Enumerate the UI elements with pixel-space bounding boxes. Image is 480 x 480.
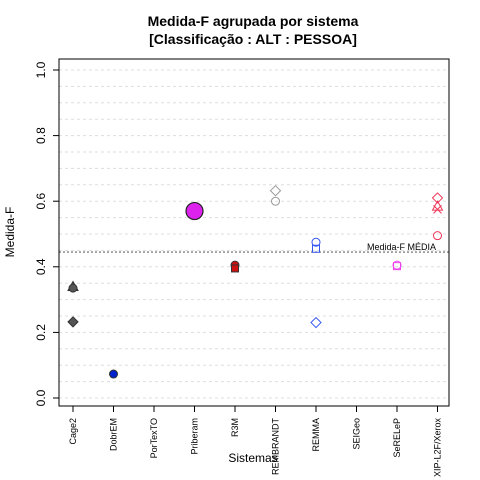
y-tick-label: 0.0 [34,389,48,406]
points-layer [67,184,444,379]
data-point [271,196,280,206]
x-tick-label: Cage2 [68,418,78,445]
data-point-stroke [433,205,442,214]
x-tick-label: PorTexTO [149,418,159,458]
data-point [269,184,282,197]
reference-layer: Medida-F MÉDIA [59,242,449,253]
x-axis: Cage2 DobrEM PorTexTO Priberam R3M REMBRANDT R… [68,406,443,477]
x-tick-label: XIP-L2F/Xerox [433,418,443,478]
data-point [433,205,442,214]
y-tick-label: 0.6 [34,193,48,210]
plot-frame [58,58,450,407]
data-point [231,264,239,273]
data-point [433,231,442,241]
data-point [310,316,322,329]
data-point [68,283,78,293]
x-tick-label: Priberam [190,418,200,455]
data-point [67,316,79,328]
x-tick-label: SeRELeP [392,418,402,458]
x-axis-label: Sistemas [228,451,277,465]
data-point [109,369,118,379]
y-tick-label: 0.4 [34,258,48,275]
x-tick-label: R3M [230,418,240,437]
x-tick-label: SEIGeo [352,418,362,450]
grid-layer [59,69,449,399]
data-point [312,244,320,253]
y-axis-label: Medida-F [3,207,17,258]
y-tick-label: 1.0 [34,61,48,78]
data-point [431,192,444,204]
data-point [393,262,401,271]
x-tick-label: DobrEM [109,418,119,451]
data-point [431,200,444,211]
x-tick-label: REMBRANDT [271,418,281,476]
data-point [185,201,204,221]
data-point [311,237,321,247]
chart-title: Medida-F agrupada por sistema [148,13,359,29]
chart-subtitle: [Classificação : ALT : PESSOA] [149,31,357,47]
y-axis: 0.0 0.2 0.4 0.6 0.8 1.0 [34,61,59,406]
mean-reference-label: Medida-F MÉDIA [367,242,436,252]
y-tick-label: 0.2 [34,324,48,341]
x-tick-label: REMMA [311,418,321,452]
y-tick-label: 0.8 [34,127,48,144]
